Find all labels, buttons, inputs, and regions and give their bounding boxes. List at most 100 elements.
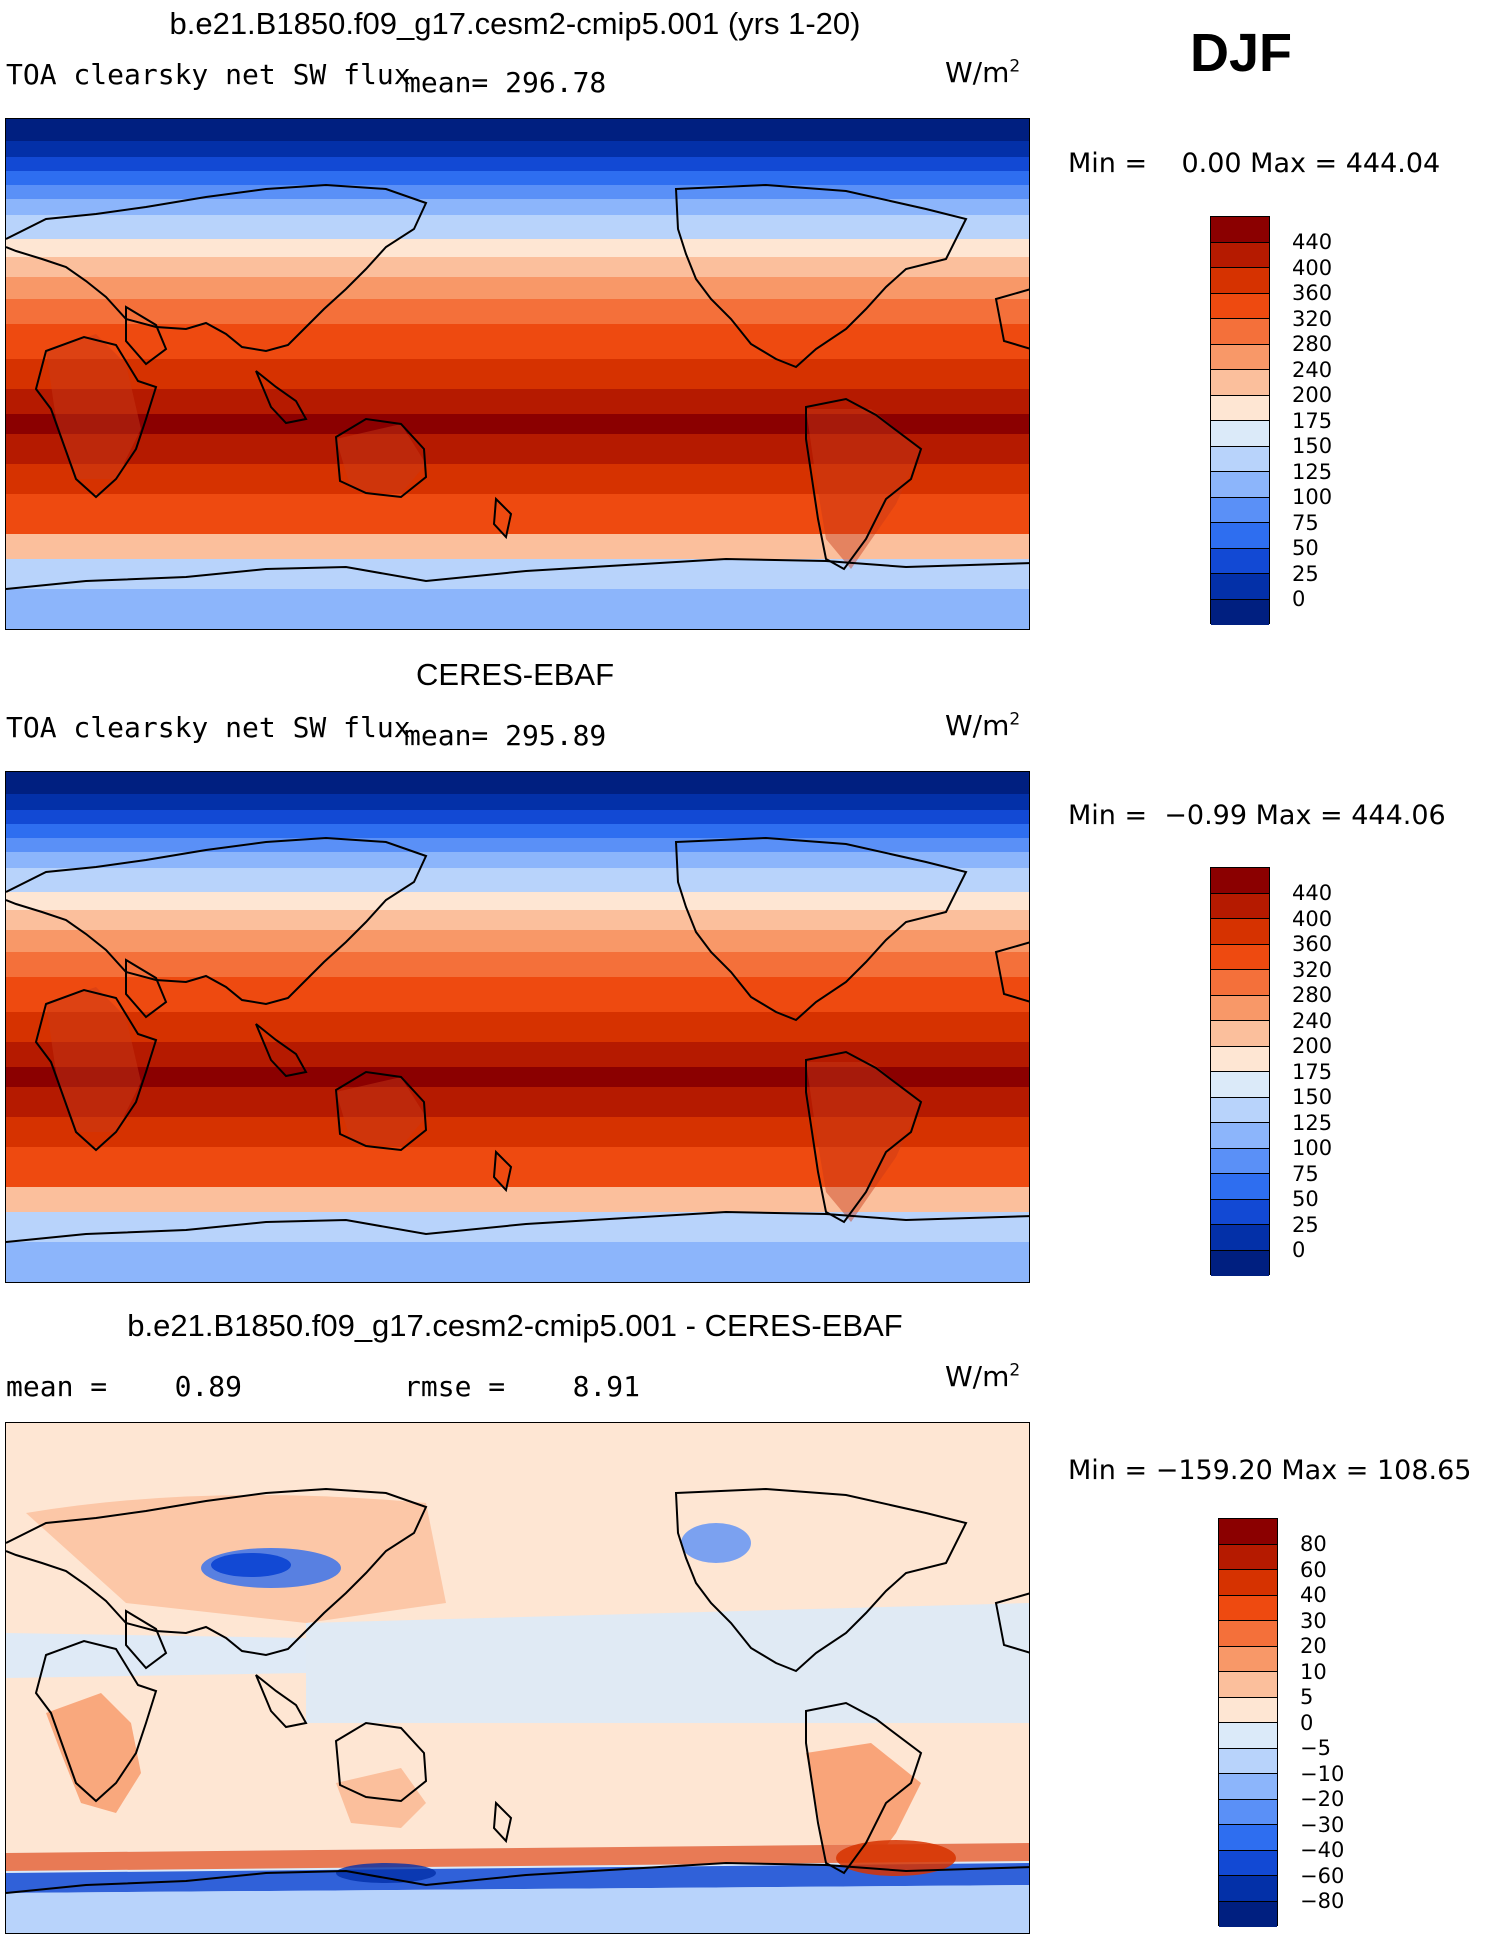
land-overlay (46, 334, 921, 569)
colorbar-swatch (1219, 1646, 1277, 1672)
colorbar-tick-label: 240 (1292, 1008, 1333, 1033)
latitude-band (6, 1147, 1029, 1188)
latitude-band (6, 1042, 1029, 1068)
coastline (125, 305, 168, 366)
colorbar-tick-label: 5 (1300, 1685, 1314, 1709)
colorbar-swatch (1211, 497, 1269, 523)
colorbar-swatch (1219, 1774, 1277, 1800)
colorbar-swatch (1211, 1072, 1269, 1098)
variable-name: TOA clearsky net SW flux (6, 711, 411, 744)
latitude-band (6, 257, 1029, 278)
latitude-band (6, 910, 1029, 931)
coastline (125, 958, 168, 1019)
colorbar-tick-label: 175 (1292, 408, 1333, 433)
colorbar-tick-label: 400 (1292, 255, 1333, 280)
coastline (6, 1210, 1029, 1243)
units-label: W/m2 (945, 56, 1021, 89)
colorbar-tick-label: 200 (1292, 383, 1333, 407)
coastline (34, 988, 158, 1152)
coastline (255, 1674, 308, 1729)
colorbar-swatch (1211, 599, 1269, 625)
mean-value: mean = 0.89 (6, 1370, 243, 1403)
coastline (334, 1070, 428, 1152)
colorbar-swatch (1211, 1174, 1269, 1200)
coastlines (6, 836, 1029, 1243)
colorbar-swatch (1211, 446, 1269, 472)
colorbar-swatch (1211, 919, 1269, 945)
colorbar-swatch (1211, 370, 1269, 396)
coastline (34, 1639, 158, 1803)
colorbar-tick-label: 320 (1292, 306, 1333, 331)
latitude-band (6, 464, 1029, 495)
colorbar-swatch (1211, 1225, 1269, 1251)
colorbar-swatch (1211, 995, 1269, 1021)
colorbar-tick-label: 320 (1292, 957, 1333, 982)
coastline (805, 397, 923, 571)
coastline (492, 1800, 513, 1844)
colorbar-tick-label: 50 (1292, 536, 1319, 560)
colorbar-tick-label: −60 (1300, 1863, 1345, 1888)
colorbar-tick-label: 100 (1292, 485, 1333, 509)
latitude-band (6, 1212, 1029, 1243)
coastline (6, 1861, 1029, 1894)
coastline (6, 1487, 428, 1657)
colorbar-swatch (1211, 1123, 1269, 1149)
latitude-band (6, 824, 1029, 839)
coastline (674, 183, 968, 369)
latitude-band (6, 414, 1029, 435)
colorbar-swatch (1211, 268, 1269, 294)
colorbar-tick-label: −80 (1300, 1889, 1345, 1913)
latitude-band (6, 434, 1029, 465)
coastline (6, 183, 428, 353)
map-model (5, 118, 1030, 630)
coastline (805, 1050, 923, 1224)
colorbar-tick-label: 175 (1292, 1059, 1333, 1084)
coastline (125, 1609, 168, 1670)
colorbar-swatch (1219, 1697, 1277, 1723)
colorbar-swatch (1219, 1723, 1277, 1749)
colorbar-tick-label: 280 (1292, 983, 1333, 1007)
units-label: W/m2 (945, 1360, 1021, 1393)
latitude-band (6, 1087, 1029, 1118)
latitude-band (6, 199, 1029, 216)
colorbar-tick-label: 50 (1292, 1187, 1319, 1211)
coastlines (6, 1487, 1029, 1894)
latitude-band (6, 772, 1029, 795)
colorbar-swatch (1211, 319, 1269, 345)
colorbar-tick-label: −30 (1300, 1812, 1345, 1837)
colorbar-tick-label: 0 (1300, 1710, 1314, 1735)
colorbar-swatch (1219, 1544, 1277, 1570)
colorbar-tick-label: 150 (1292, 1085, 1333, 1109)
colorbar-tick-label: 200 (1292, 1034, 1333, 1058)
latitude-band (6, 215, 1029, 240)
coastlines (6, 183, 1029, 590)
latitude-band (6, 977, 1029, 1013)
colorbar-swatch (1219, 1672, 1277, 1698)
colorbar-swatch (1211, 970, 1269, 996)
colorbar-swatch (1211, 1021, 1269, 1047)
colorbar-swatch (1219, 1799, 1277, 1825)
latitude-band (6, 952, 1029, 978)
panel-title: CERES-EBAF (415, 657, 615, 692)
latitude-band (6, 559, 1029, 590)
min-max-label: Min = 0.00 Max = 444.04 (1068, 148, 1441, 179)
colorbar-tick-label: 80 (1300, 1532, 1327, 1556)
colorbar-tick-label: 150 (1292, 434, 1333, 458)
latitude-band (6, 324, 1029, 360)
colorbar-tick-label: 360 (1292, 932, 1333, 956)
colorbar-tick-label: 125 (1292, 459, 1333, 484)
colorbar-swatch (1211, 868, 1269, 894)
coastline (805, 1701, 923, 1875)
latitude-band (6, 892, 1029, 911)
colorbar-tick-label: 240 (1292, 357, 1333, 382)
lat-bands (6, 119, 1029, 629)
colorbar-tick-label: 25 (1292, 1212, 1319, 1237)
colorbar-tick-label: 25 (1292, 561, 1319, 586)
lat-bands (6, 772, 1029, 1282)
latitude-band (6, 1067, 1029, 1088)
coastline (6, 836, 428, 1006)
coastline (255, 1023, 308, 1078)
latitude-band (6, 141, 1029, 158)
colorbar-swatch (1219, 1595, 1277, 1621)
colorbar-swatch (1219, 1850, 1277, 1876)
